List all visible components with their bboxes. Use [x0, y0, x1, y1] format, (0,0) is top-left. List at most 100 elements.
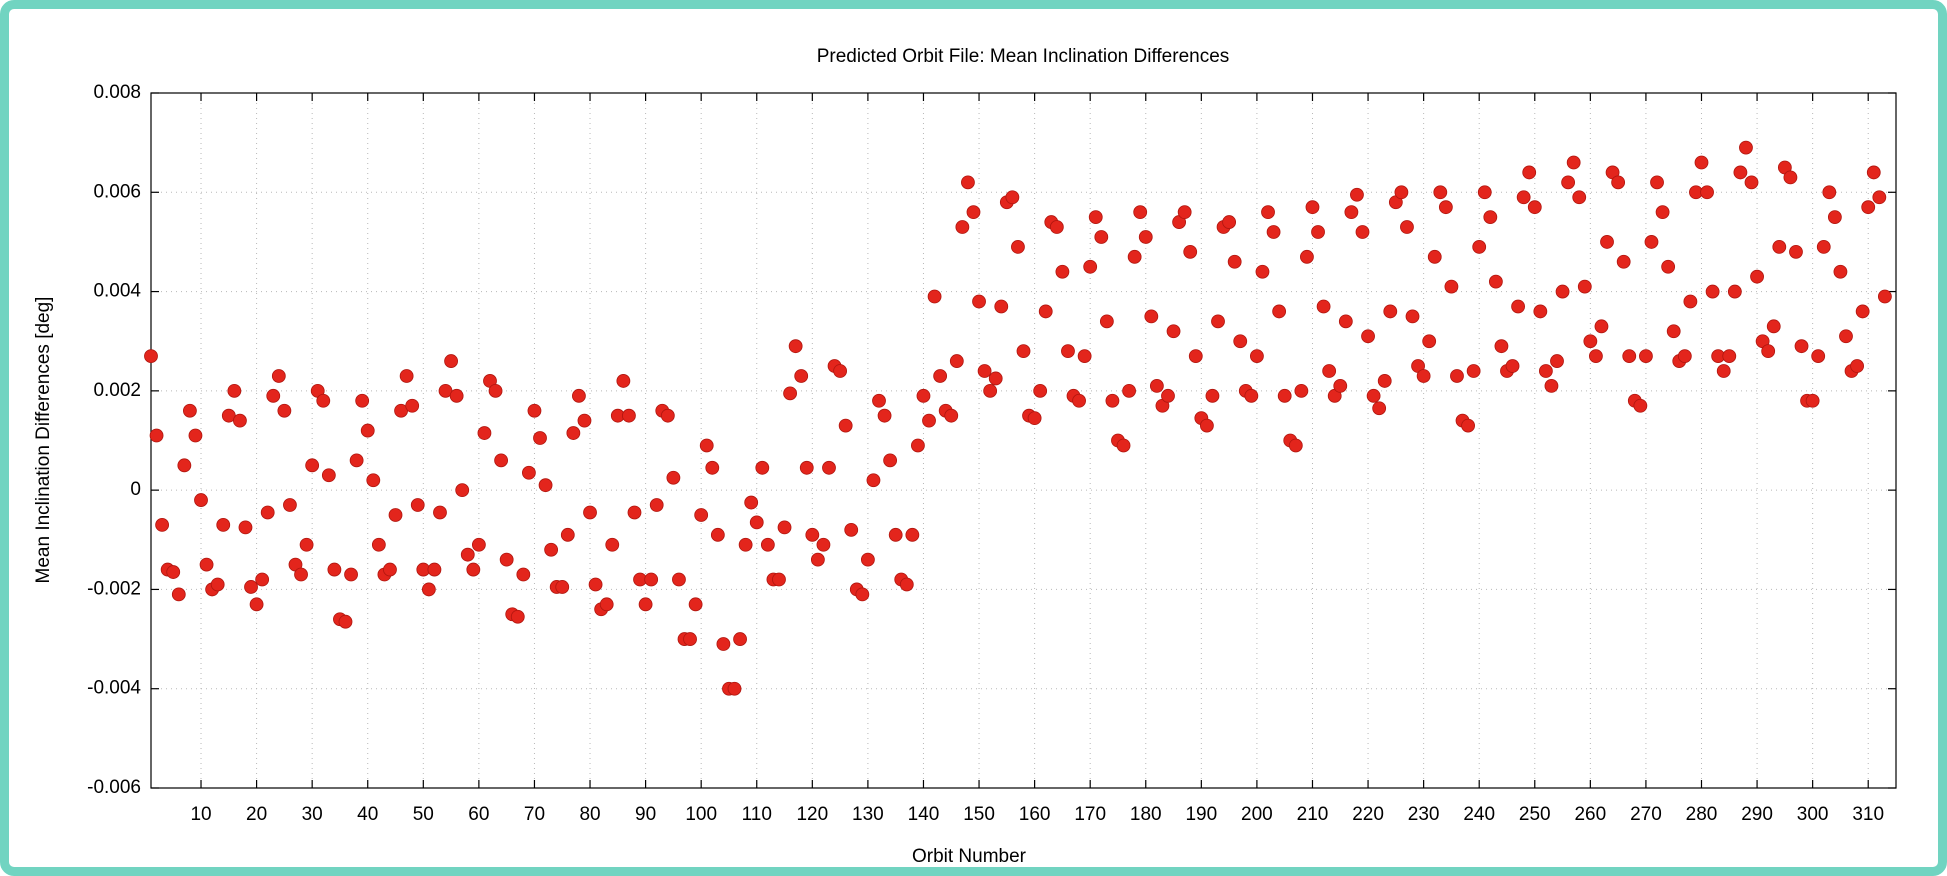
- point: [1199, 418, 1214, 433]
- point: [399, 369, 414, 383]
- point: [1805, 393, 1820, 408]
- point: [694, 508, 709, 522]
- point: [1822, 185, 1837, 200]
- point: [566, 426, 581, 440]
- x-tick-label: 80: [579, 804, 600, 825]
- point: [772, 572, 786, 587]
- point: [638, 597, 653, 612]
- point: [510, 609, 525, 624]
- point: [1250, 349, 1264, 364]
- point: [1622, 349, 1637, 364]
- point: [427, 562, 442, 577]
- x-tick-label: 270: [1630, 804, 1662, 825]
- point: [1611, 175, 1626, 190]
- point: [1538, 364, 1553, 378]
- point: [988, 371, 1003, 386]
- point: [1494, 339, 1509, 354]
- point: [1005, 190, 1020, 205]
- point: [1444, 279, 1459, 294]
- point: [1361, 329, 1375, 344]
- point: [1561, 175, 1576, 190]
- point: [1833, 264, 1848, 279]
- point: [1761, 344, 1776, 359]
- point: [572, 388, 586, 403]
- point: [555, 580, 570, 594]
- point: [183, 403, 197, 418]
- point: [1344, 205, 1359, 220]
- x-tick-label: 130: [852, 804, 884, 825]
- point: [1866, 165, 1881, 180]
- point: [805, 527, 820, 542]
- point: [744, 495, 759, 510]
- point: [466, 562, 481, 577]
- point: [1644, 235, 1659, 249]
- point: [338, 614, 353, 629]
- point: [1633, 398, 1648, 413]
- point: [349, 453, 364, 468]
- point: [1055, 264, 1070, 279]
- point: [1522, 165, 1537, 180]
- point: [1261, 205, 1275, 220]
- x-tick-label: 20: [246, 804, 267, 825]
- point: [666, 470, 681, 485]
- point: [1333, 378, 1348, 393]
- point: [1049, 220, 1064, 234]
- x-tick-label: 60: [468, 804, 489, 825]
- point: [499, 552, 514, 567]
- point: [533, 431, 547, 445]
- point: [1877, 289, 1892, 304]
- x-tick-label: 180: [1130, 804, 1162, 825]
- point: [1616, 254, 1631, 269]
- point: [1183, 244, 1198, 259]
- point: [810, 552, 825, 567]
- point: [605, 537, 620, 552]
- point: [199, 557, 214, 572]
- point: [421, 582, 436, 597]
- point: [266, 388, 281, 403]
- point: [1305, 200, 1320, 215]
- point: [488, 383, 503, 398]
- point: [227, 383, 242, 398]
- x-tick-label: 120: [796, 804, 828, 825]
- point: [1766, 319, 1781, 334]
- point: [1116, 438, 1131, 453]
- point: [627, 505, 642, 520]
- point: [1527, 200, 1542, 215]
- point: [455, 483, 470, 498]
- point: [271, 369, 286, 383]
- point: [1694, 155, 1709, 170]
- point: [688, 597, 703, 612]
- point: [1316, 299, 1331, 314]
- point: [716, 637, 731, 651]
- point: [149, 428, 164, 443]
- point: [1011, 239, 1025, 254]
- x-tick-label: 140: [908, 804, 940, 825]
- point: [521, 465, 536, 480]
- point: [994, 299, 1009, 314]
- point: [155, 517, 170, 532]
- point: [727, 681, 742, 696]
- point: [905, 527, 920, 542]
- point: [1583, 334, 1598, 349]
- point: [1038, 304, 1053, 319]
- point: [1061, 344, 1075, 359]
- point: [1105, 393, 1120, 408]
- point: [955, 220, 970, 234]
- point: [1744, 175, 1759, 190]
- point: [1377, 374, 1392, 388]
- point: [760, 537, 775, 552]
- y-tick-label: 0: [130, 479, 141, 500]
- point: [1311, 225, 1325, 239]
- point: [1099, 314, 1114, 329]
- point: [1161, 388, 1175, 403]
- point: [1272, 304, 1287, 319]
- point: [733, 632, 747, 646]
- point: [877, 408, 892, 423]
- point: [927, 289, 942, 304]
- point: [1244, 388, 1259, 403]
- point: [1816, 239, 1831, 254]
- point: [216, 517, 231, 532]
- point: [1589, 349, 1603, 364]
- point: [1427, 249, 1442, 264]
- point: [1733, 165, 1748, 180]
